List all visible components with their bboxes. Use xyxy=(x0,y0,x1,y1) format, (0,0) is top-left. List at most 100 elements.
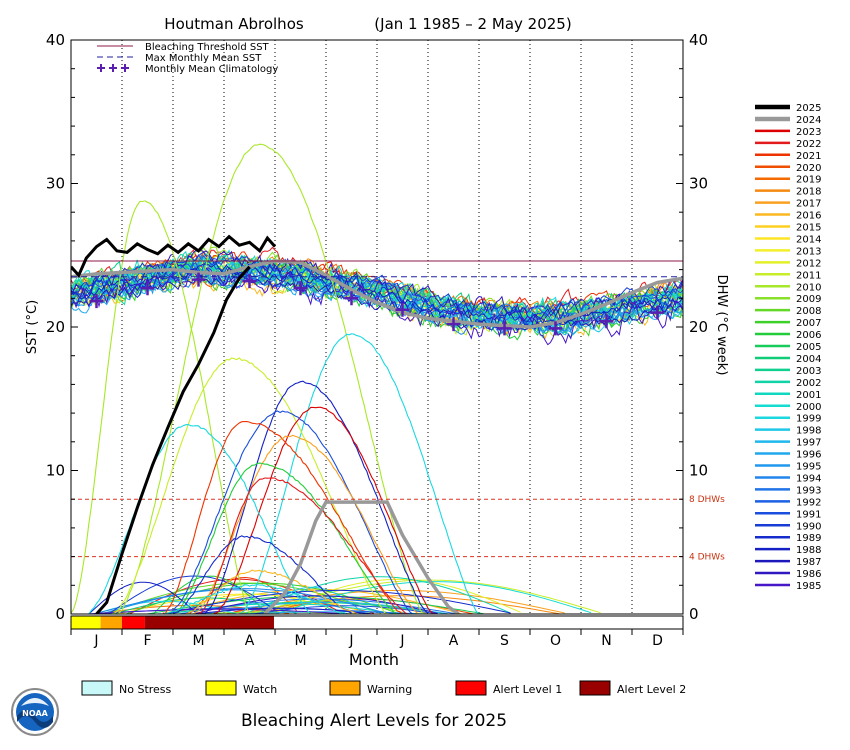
year-legend-label: 2021 xyxy=(796,151,821,162)
sst-line-1992 xyxy=(71,253,683,318)
year-legend-label: 2008 xyxy=(796,306,821,317)
dhw-line-2014 xyxy=(119,593,370,614)
year-legend-label: 2017 xyxy=(796,199,821,210)
y-tick-label-right: 10 xyxy=(689,462,708,480)
year-legend-label: 2012 xyxy=(796,258,821,269)
alert-legend-label: Alert Level 2 xyxy=(617,683,686,696)
year-legend-label: 1988 xyxy=(796,545,821,556)
climatology-marker xyxy=(497,321,512,336)
legend-top-plus xyxy=(121,64,129,72)
year-legend-label: 2016 xyxy=(796,211,821,222)
climatology-marker xyxy=(344,291,359,306)
year-legend-label: 1994 xyxy=(796,473,821,484)
year-legend-label: 1986 xyxy=(796,569,821,580)
year-legend-label: 1996 xyxy=(796,450,821,461)
legend-top-label: Max Monthly Mean SST xyxy=(145,53,262,64)
dhw-line-2011 xyxy=(253,579,601,614)
sst-line-1990 xyxy=(71,251,683,316)
dhw-peak-curve xyxy=(239,333,480,614)
year-legend-label: 1991 xyxy=(796,509,821,520)
dhw-line-2024 xyxy=(263,500,460,614)
dhw-line-1989 xyxy=(163,589,511,614)
year-legend-label: 1993 xyxy=(796,485,821,496)
y-tick-label-left: 30 xyxy=(46,175,65,193)
noaa-logo: NOAA xyxy=(11,688,59,736)
dhw-peak-curve xyxy=(172,462,398,614)
dhw-line-1987 xyxy=(192,607,372,614)
alert-bar-segment xyxy=(122,616,145,629)
climatology-marker xyxy=(89,294,104,309)
year-legend-label: 2011 xyxy=(796,270,821,281)
x-tick-label-6: J xyxy=(399,633,404,649)
x-tick-label-7: A xyxy=(449,633,459,649)
chart-title: Houtman Abrolhos xyxy=(164,15,304,33)
legend-top-plus xyxy=(97,64,105,72)
year-legend-label: 2009 xyxy=(796,294,821,305)
year-legend-label: 2007 xyxy=(796,318,821,329)
year-legend-label: 1995 xyxy=(796,462,821,473)
dhw-line-2008 xyxy=(105,582,382,614)
dhw-peak-curve xyxy=(111,357,388,614)
dhw-line-2016 xyxy=(170,588,462,614)
dhw-threshold-label: 4 DHWs xyxy=(689,553,725,563)
climatology-marker xyxy=(548,321,563,336)
year-legend-label: 1998 xyxy=(796,426,821,437)
alert-legend-swatch xyxy=(579,680,611,696)
year-legend-label: 2025 xyxy=(796,103,821,114)
year-legend-label: 2002 xyxy=(796,378,821,389)
year-legend-label: 2006 xyxy=(796,330,821,341)
alert-bar-segment xyxy=(71,616,101,629)
year-legend-label: 2015 xyxy=(796,223,821,234)
dhw-peak-curve xyxy=(172,535,352,614)
legend-top-label: Bleaching Threshold SST xyxy=(145,42,270,53)
alert-legend-label: Warning xyxy=(367,683,412,696)
dhw-peak-curve xyxy=(162,421,403,614)
x-tick-label-0: J xyxy=(93,633,98,649)
noaa-logo-text: NOAA xyxy=(22,709,48,718)
year-legend-label: 2000 xyxy=(796,402,821,413)
sst-line-1987 xyxy=(71,273,683,331)
legend-top-plus xyxy=(109,64,117,72)
x-tick-label-9: O xyxy=(550,633,561,649)
alert-bar-segment xyxy=(144,616,274,629)
dhw-peak-curve xyxy=(198,477,408,614)
year-legend-label: 2022 xyxy=(796,139,821,150)
x-tick-label-2: M xyxy=(192,633,204,649)
year-legend-label: 2013 xyxy=(796,246,821,257)
climatology-marker xyxy=(242,274,257,289)
dhw-peak-curve xyxy=(71,200,250,614)
year-legend-label: 1997 xyxy=(796,438,821,449)
y-tick-label-right: 30 xyxy=(689,175,708,193)
alert-legend-label: No Stress xyxy=(119,683,172,696)
y-axis-label-right: DHW (°C week) xyxy=(714,275,729,376)
footer-title: Bleaching Alert Levels for 2025 xyxy=(241,711,507,731)
sst-line-2025 xyxy=(71,234,277,279)
year-legend-label: 1992 xyxy=(796,497,821,508)
year-legend-label: 2024 xyxy=(796,115,821,126)
x-tick-label-8: S xyxy=(500,633,509,649)
year-legend-label: 1990 xyxy=(796,521,821,532)
x-tick-label-10: N xyxy=(601,633,611,649)
y-tick-label-left: 10 xyxy=(46,462,65,480)
year-legend-label: 2023 xyxy=(796,127,821,138)
year-legend-label: 2001 xyxy=(796,390,821,401)
dhw-threshold-label: 8 DHWs xyxy=(689,495,725,505)
alert-bar-segment xyxy=(100,616,122,629)
x-tick-label-3: A xyxy=(245,633,255,649)
x-tick-label-4: M xyxy=(294,633,306,649)
dhw-peak-curve xyxy=(167,410,414,614)
y-tick-label-left: 20 xyxy=(46,318,65,336)
climatology-marker xyxy=(293,281,308,296)
climatology-marker xyxy=(191,272,206,287)
year-legend-label: 2020 xyxy=(796,163,821,174)
year-legend-label: 2018 xyxy=(796,187,821,198)
year-legend-label: 1999 xyxy=(796,414,821,425)
year-legend-label: 1987 xyxy=(796,557,821,568)
year-legend-label: 1985 xyxy=(796,581,821,592)
climatology-marker xyxy=(395,302,410,317)
x-tick-label-1: F xyxy=(143,633,151,649)
x-axis-label: Month xyxy=(349,650,399,669)
y-tick-label-left: 40 xyxy=(46,31,65,49)
dhw-peak-curve xyxy=(157,583,347,614)
